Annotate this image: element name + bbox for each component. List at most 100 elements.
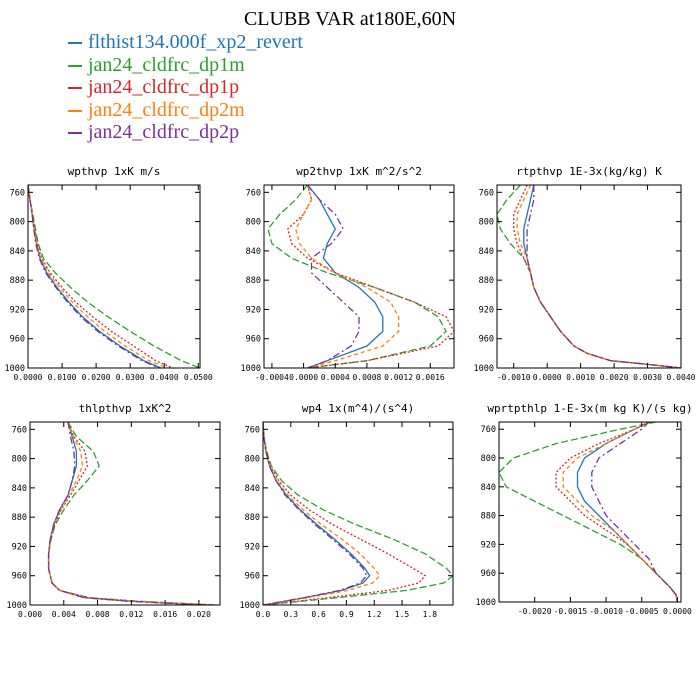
legend: flthist134.000f_xp2_revert jan24_cldfrc_…	[68, 31, 303, 144]
figure-title: CLUBB VAR at180E,60N	[243, 8, 457, 30]
x-tick-label: -0.0005	[625, 607, 659, 616]
panel-title: wpthvp 1xK m/s	[68, 165, 161, 178]
x-tick-label: 0.9	[339, 610, 354, 619]
series-line	[523, 185, 681, 368]
legend-label: jan24_cldfrc_dp2m	[88, 98, 245, 121]
y-tick-label: 800	[245, 455, 260, 465]
x-tick-label: 0.0000	[14, 373, 43, 382]
panel-title: thlpthvp 1xK^2	[79, 402, 172, 415]
series-line	[47, 422, 208, 605]
y-tick-label: 1000	[241, 364, 261, 374]
panel-frame	[262, 421, 454, 606]
y-tick-label: 760	[479, 188, 494, 198]
x-tick-label: 0.0016	[416, 373, 445, 382]
legend-item: jan24_cldfrc_dp2m	[68, 99, 303, 122]
series-line	[263, 422, 371, 605]
legend-swatch	[68, 64, 82, 67]
legend-swatch	[68, 42, 82, 45]
y-tick-label: 920	[245, 542, 260, 552]
series-line	[306, 185, 384, 368]
x-tick-label: 0.0030	[633, 373, 662, 382]
y-tick-label: 760	[246, 188, 261, 198]
panel-frame	[496, 184, 682, 369]
y-tick-label: 840	[245, 484, 260, 494]
legend-swatch	[68, 87, 82, 90]
panel-frame	[498, 421, 682, 603]
x-tick-label: 0.0500	[184, 373, 213, 382]
y-tick-label: 800	[246, 218, 261, 228]
y-tick-label: 880	[479, 276, 494, 286]
y-tick-label: 920	[12, 542, 27, 552]
series-line	[516, 185, 681, 368]
x-tick-label: 0.0000	[663, 607, 692, 616]
y-tick-label: 920	[246, 305, 261, 315]
x-tick-label: 1.2	[367, 610, 382, 619]
series-line	[295, 185, 400, 368]
series-line	[513, 185, 681, 368]
series-line	[263, 422, 381, 605]
x-tick-label: 0.004	[52, 610, 76, 619]
x-tick-label: 0.0000	[533, 373, 562, 382]
series-line	[47, 422, 216, 605]
series-line	[267, 185, 447, 368]
legend-label: jan24_cldfrc_dp1m	[88, 53, 245, 76]
x-tick-label: 0.008	[86, 610, 110, 619]
series-line	[47, 422, 210, 605]
x-tick-label: 0.0010	[566, 373, 595, 382]
y-tick-label: 920	[10, 305, 25, 315]
y-tick-label: 880	[10, 276, 25, 286]
x-tick-label: 0.0400	[150, 373, 179, 382]
x-tick-label: 0.3	[284, 610, 299, 619]
legend-swatch	[68, 132, 82, 135]
panel-frame	[263, 184, 455, 369]
x-tick-label: -0.0015	[554, 607, 588, 616]
x-tick-label: 0.0020	[600, 373, 629, 382]
y-tick-label: 960	[10, 335, 25, 345]
x-tick-label: 0.020	[187, 610, 211, 619]
x-tick-label: 1.5	[395, 610, 410, 619]
y-tick-label: 880	[245, 513, 260, 523]
panel-title: wprtpthlp 1-E-3x(m kg K)/(s kg)	[487, 402, 692, 415]
series-line	[263, 422, 368, 605]
series-line	[576, 422, 679, 602]
x-tick-label: -0.0010	[497, 373, 531, 382]
x-tick-label: 1.8	[423, 610, 438, 619]
legend-item: jan24_cldfrc_dp1p	[68, 76, 303, 99]
panel-frame	[29, 421, 221, 606]
y-tick-label: 1000	[474, 364, 494, 374]
x-tick-label: -0.0004	[255, 373, 289, 382]
legend-item: jan24_cldfrc_dp1m	[68, 54, 303, 77]
legend-label: flthist134.000f_xp2_revert	[88, 31, 303, 53]
x-tick-label: 0.0000	[289, 373, 318, 382]
series-line	[263, 422, 427, 605]
y-tick-label: 880	[481, 512, 496, 522]
legend-label: jan24_cldfrc_dp2p	[88, 121, 240, 143]
y-tick-label: 1000	[476, 598, 496, 608]
panel-title: wp2thvp 1xK m^2/s^2	[296, 165, 422, 178]
y-tick-label: 760	[10, 188, 25, 198]
x-tick-label: 0.0004	[321, 373, 350, 382]
series-line	[497, 185, 681, 368]
y-tick-label: 1000	[5, 364, 25, 374]
panel-title: rtpthvp 1E-3x(kg/kg) K	[516, 165, 662, 178]
x-tick-label: -0.0010	[589, 607, 623, 616]
x-tick-label: 0.0300	[116, 373, 145, 382]
legend-item: flthist134.000f_xp2_revert	[68, 31, 303, 54]
panel-6: wprtpthlp 1-E-3x(m kg K)/(s kg) 760 800 840…	[476, 402, 693, 616]
y-tick-label: 960	[481, 569, 496, 579]
y-tick-label: 880	[12, 513, 27, 523]
legend-label: jan24_cldfrc_dp1p	[88, 76, 240, 98]
y-tick-label: 1000	[240, 601, 260, 611]
legend-item: jan24_cldfrc_dp2p	[68, 121, 303, 144]
panel-2: wp2thvp 1xK m^2/s^2 760 800 840 880 920 960 100…	[241, 165, 455, 382]
y-tick-label: 800	[12, 455, 27, 465]
x-tick-label: 0.0012	[384, 373, 413, 382]
y-tick-label: 1000	[7, 601, 27, 611]
y-tick-label: 800	[10, 218, 25, 228]
y-tick-label: 840	[479, 247, 494, 257]
panel-3: rtpthvp 1E-3x(kg/kg) K 760 800 840 880 920 960…	[474, 165, 696, 382]
x-tick-label: -0.0020	[518, 607, 552, 616]
series-line	[526, 185, 681, 368]
y-tick-label: 960	[12, 572, 27, 582]
